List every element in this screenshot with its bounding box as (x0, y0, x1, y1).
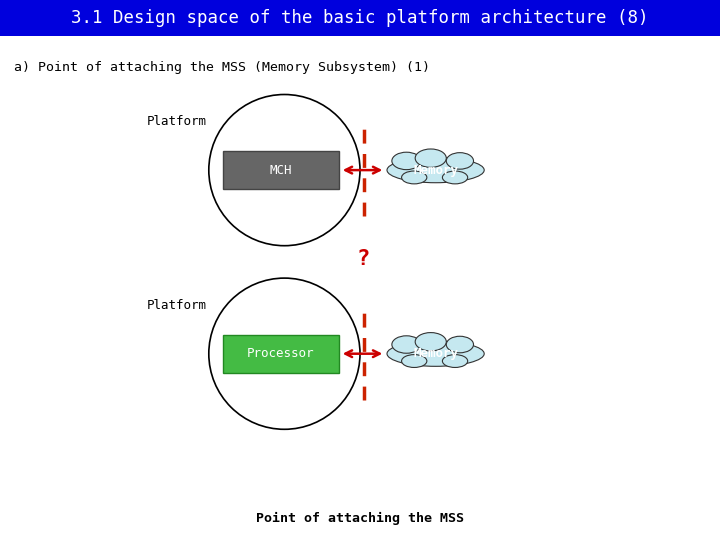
Ellipse shape (446, 153, 474, 169)
Text: Processor: Processor (247, 347, 315, 360)
Ellipse shape (442, 355, 468, 367)
Ellipse shape (446, 336, 474, 353)
Ellipse shape (387, 341, 484, 366)
Text: ?: ? (357, 249, 370, 269)
Ellipse shape (392, 336, 421, 353)
FancyBboxPatch shape (223, 151, 339, 189)
Text: Memory: Memory (413, 164, 458, 177)
Text: Point of attaching the MSS: Point of attaching the MSS (256, 512, 464, 525)
FancyBboxPatch shape (223, 334, 339, 373)
Ellipse shape (402, 171, 427, 184)
Ellipse shape (442, 171, 468, 184)
Text: MCH: MCH (269, 164, 292, 177)
FancyBboxPatch shape (0, 0, 720, 36)
Text: Platform: Platform (146, 299, 207, 312)
Ellipse shape (402, 355, 427, 367)
Ellipse shape (415, 149, 446, 167)
Text: Platform: Platform (146, 115, 207, 128)
Ellipse shape (415, 333, 446, 351)
Ellipse shape (387, 158, 484, 183)
Text: 3.1 Design space of the basic platform architecture (8): 3.1 Design space of the basic platform a… (71, 9, 649, 27)
Text: a) Point of attaching the MSS (Memory Subsystem) (1): a) Point of attaching the MSS (Memory Su… (14, 61, 431, 74)
Text: Memory: Memory (413, 347, 458, 360)
Ellipse shape (392, 152, 421, 170)
